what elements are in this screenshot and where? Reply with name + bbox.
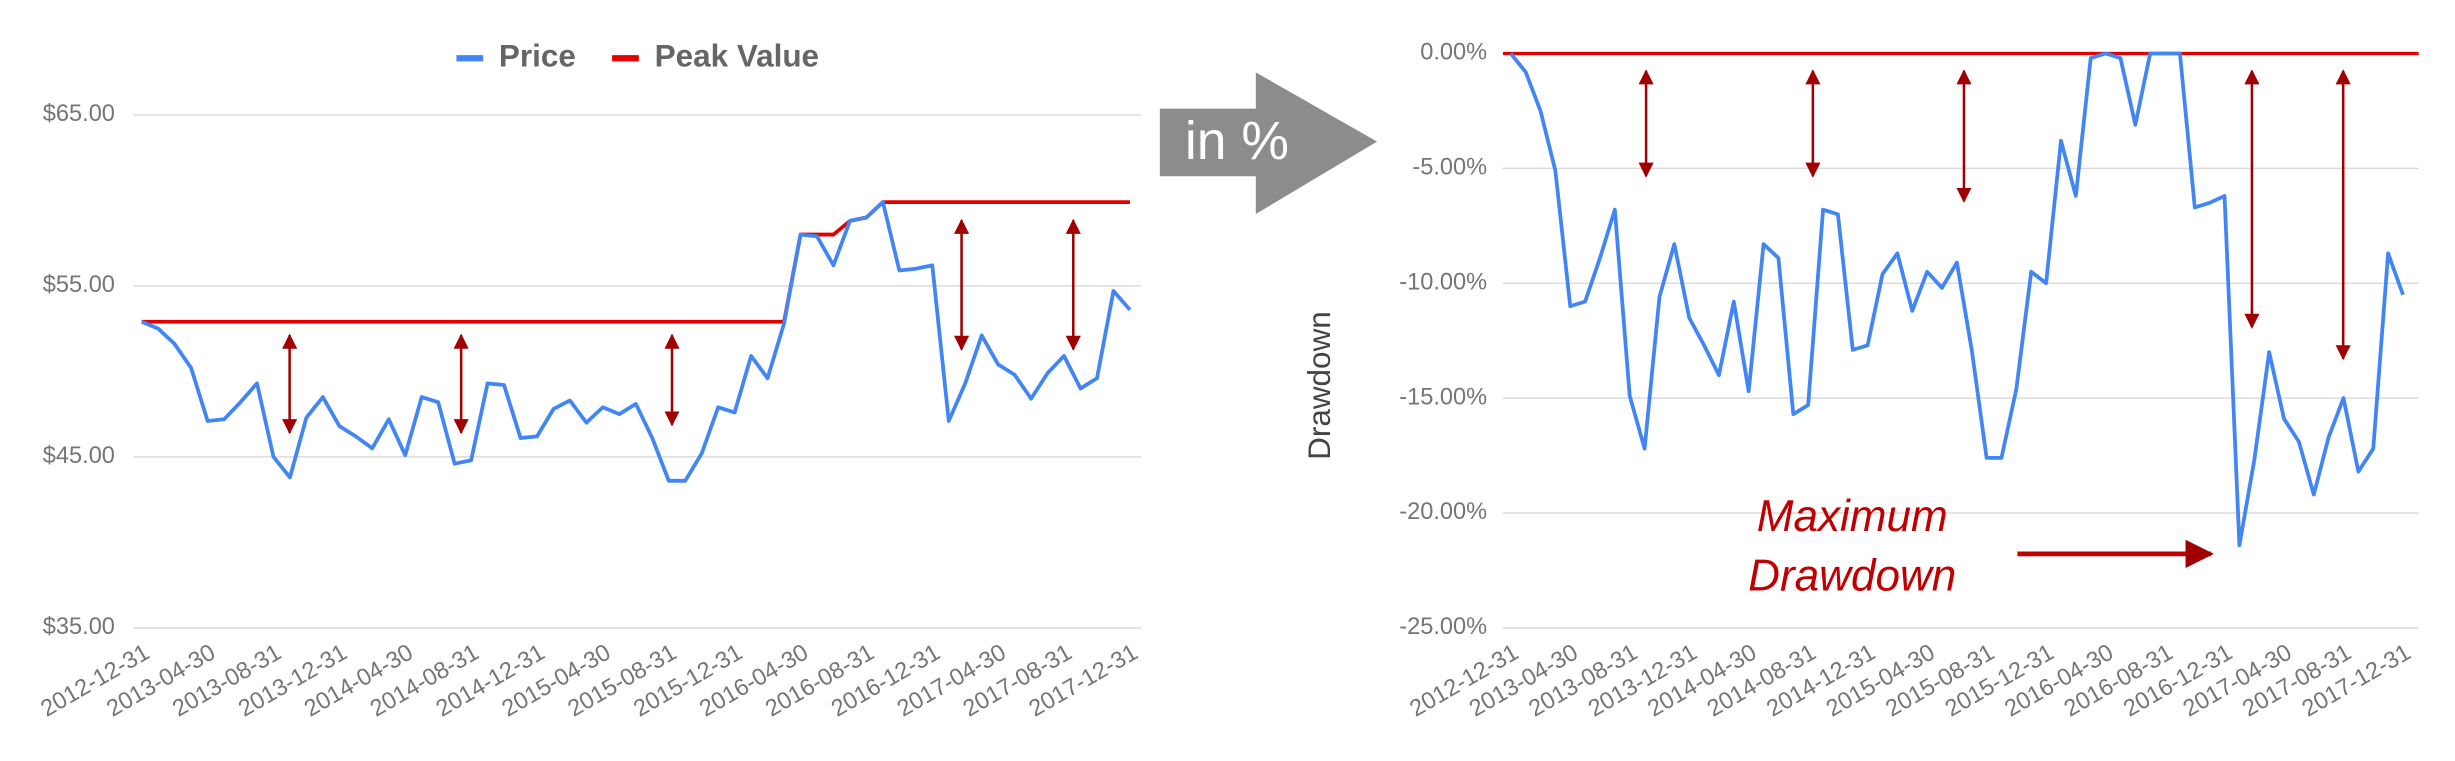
series-line [1509, 51, 2405, 548]
y-tick-label: -15.00% [1399, 384, 1487, 410]
y-tick-label: 0.00% [1420, 40, 1487, 66]
annotation: Maximum [1757, 492, 1948, 541]
y-tick-label: -25.00% [1399, 614, 1487, 640]
annotation: Drawdown [1748, 552, 1956, 601]
series-line [140, 200, 1132, 483]
series-line [141, 200, 1130, 324]
y-tick-label: $35.00 [43, 614, 115, 640]
chart: $35.00$45.00$55.00$65.002012-12-312013-0… [37, 39, 1143, 723]
y-tick-label: -5.00% [1412, 155, 1487, 181]
connector-arrow [1159, 72, 1377, 215]
y-tick-label: $45.00 [43, 443, 115, 469]
drawdown-arrows [282, 69, 2351, 435]
y-tick-label: -20.00% [1399, 499, 1487, 525]
y-tick-label: $65.00 [43, 101, 115, 127]
legend-label: Peak Value [655, 39, 819, 74]
connector-label: in % [1185, 112, 1289, 171]
y-tick-label: $55.00 [43, 272, 115, 298]
y-tick-label: -10.00% [1399, 269, 1487, 295]
legend-label: Price [499, 39, 576, 74]
y-axis-label: Drawdown [1302, 311, 1337, 460]
